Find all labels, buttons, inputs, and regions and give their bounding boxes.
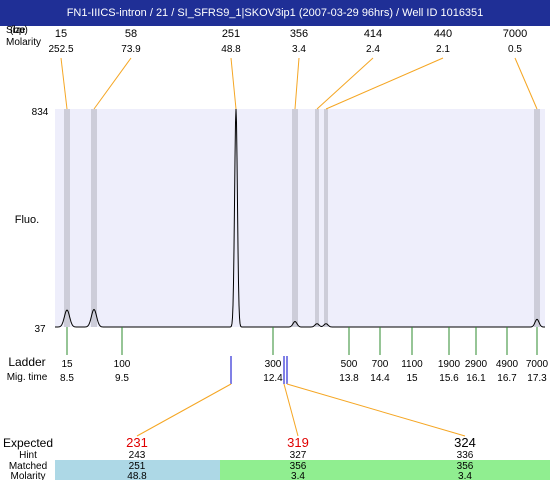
peak-molarity-label: 2.1 xyxy=(436,44,450,55)
ladder-mig-time-label: 9.5 xyxy=(115,373,129,384)
peak-connector xyxy=(325,57,444,110)
expected-value: 324 xyxy=(454,435,476,450)
peak-size-label: 440 xyxy=(434,28,452,40)
peak-molarity-label: 0.5 xyxy=(508,44,522,55)
ladder-row-label: Ladder xyxy=(8,355,45,369)
ladder-size-label: 700 xyxy=(372,359,389,370)
plot-area xyxy=(55,109,545,327)
ladder-mig-time-label: 15 xyxy=(406,373,418,384)
ladder-size-label: 100 xyxy=(114,359,131,370)
peak-molarity-label: 252.5 xyxy=(48,44,73,55)
expected-connector xyxy=(136,383,232,437)
peak-size-label: 7000 xyxy=(503,28,527,40)
matched-molarity-value: 3.4 xyxy=(291,471,305,480)
peak-molarity-label: 48.8 xyxy=(221,44,241,55)
molarity-bottom-label: Molarity xyxy=(10,471,45,480)
peak-size-label: 414 xyxy=(364,28,382,40)
bp-row-label: (bp) xyxy=(10,25,28,36)
matched-band-green xyxy=(220,460,550,480)
ladder-size-label: 15 xyxy=(61,359,73,370)
peak-connector xyxy=(230,57,237,110)
matched-value: 356 xyxy=(457,461,474,472)
peak-connector xyxy=(316,57,374,110)
matched-molarity-value: 3.4 xyxy=(458,471,472,480)
matched-molarity-value: 48.8 xyxy=(127,471,147,480)
peak-molarity-label: 73.9 xyxy=(121,44,141,55)
ladder-mig-time-label: 12.4 xyxy=(263,373,283,384)
size-row-label: Size xyxy=(6,25,26,36)
molarity-row-label: Molarity xyxy=(6,37,41,48)
fluorescence-trace xyxy=(55,108,546,328)
peak-band xyxy=(324,109,328,327)
peak-connector xyxy=(514,57,538,110)
ladder-mig-time-label: 13.8 xyxy=(339,373,359,384)
peak-size-label: 356 xyxy=(290,28,308,40)
hint-row-label: Hint xyxy=(19,450,37,461)
expected-value: 231 xyxy=(126,435,148,450)
ladder-mig-time-label: 15.6 xyxy=(439,373,459,384)
y-max-label: 834 xyxy=(32,107,49,118)
ladder-size-label: 300 xyxy=(265,359,282,370)
y-axis-label: Fluo. xyxy=(15,214,39,226)
y-min-label: 37 xyxy=(34,324,46,335)
peak-connector xyxy=(294,57,300,110)
title-bar: FN1-IIICS-intron / 21 / SI_SFRS9_1|SKOV3… xyxy=(0,0,550,26)
ladder-size-label: 4900 xyxy=(496,359,519,370)
peak-molarity-label: 2.4 xyxy=(366,44,380,55)
ladder-size-label: 500 xyxy=(341,359,358,370)
ladder-size-label: 2900 xyxy=(465,359,488,370)
peak-size-label: 15 xyxy=(55,28,67,40)
peak-band xyxy=(315,109,319,327)
peak-band xyxy=(64,109,70,327)
ladder-size-label: 1100 xyxy=(401,359,423,370)
hint-value: 336 xyxy=(457,450,474,461)
ladder-size-label: 1900 xyxy=(438,359,461,370)
peak-band xyxy=(292,109,298,327)
ladder-mig-time-label: 16.1 xyxy=(466,373,486,384)
ladder-mig-time-label: 17.3 xyxy=(527,373,547,384)
matched-value: 356 xyxy=(290,461,307,472)
peak-size-label: 251 xyxy=(222,28,240,40)
mig-time-row-label: Mig. time xyxy=(7,372,48,383)
expected-connector xyxy=(286,383,466,437)
peak-molarity-label: 3.4 xyxy=(292,44,306,55)
expected-row-label: Expected xyxy=(3,436,53,450)
ladder-mig-time-label: 16.7 xyxy=(497,373,517,384)
expected-connector xyxy=(283,383,299,437)
expected-value: 319 xyxy=(287,435,309,450)
matched-value: 251 xyxy=(129,461,146,472)
matched-band-blue xyxy=(55,460,220,480)
ladder-size-label: 7000 xyxy=(526,359,549,370)
ladder-mig-time-label: 8.5 xyxy=(60,373,74,384)
matched-row-label: Matched xyxy=(9,461,47,472)
hint-value: 327 xyxy=(290,450,307,461)
ladder-mig-time-label: 14.4 xyxy=(370,373,390,384)
peak-connector xyxy=(60,57,68,110)
peak-band xyxy=(534,109,540,327)
hint-value: 243 xyxy=(129,450,146,461)
chart-title: FN1-IIICS-intron / 21 / SI_SFRS9_1|SKOV3… xyxy=(66,7,484,19)
peak-band xyxy=(91,109,97,327)
peak-connector xyxy=(93,57,132,110)
peak-size-label: 58 xyxy=(125,28,137,40)
